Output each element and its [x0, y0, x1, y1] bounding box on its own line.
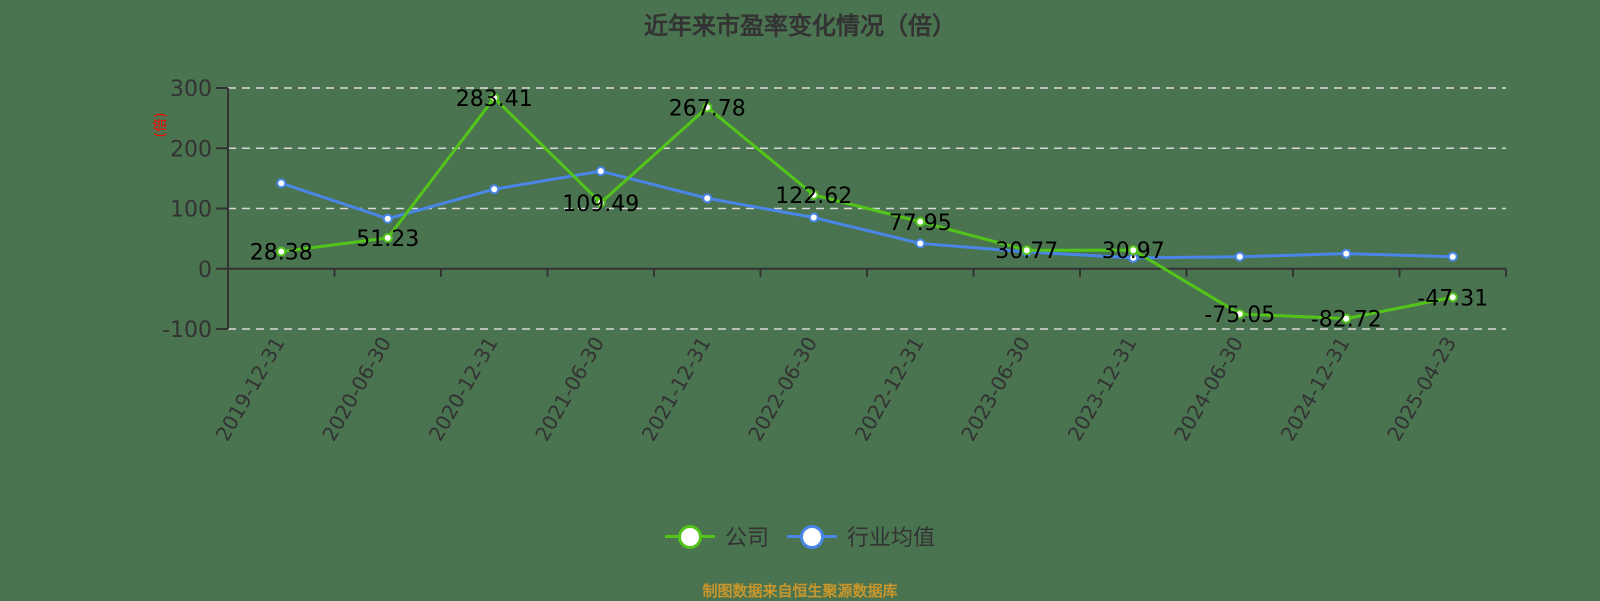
data-label: 109.49 [562, 192, 639, 217]
data-point [1128, 245, 1139, 256]
x-tick-label: 2023-12-31 [1063, 333, 1142, 446]
x-tick-label: 2021-12-31 [637, 333, 716, 446]
data-point [276, 246, 287, 257]
data-label: 28.38 [250, 241, 313, 266]
legend-label: 公司 [724, 526, 769, 551]
data-source-note: 制图数据来自恒生聚源数据库 [702, 582, 898, 600]
x-tick-label: 2022-12-31 [850, 333, 929, 446]
x-tick-label: 2021-06-30 [530, 333, 609, 446]
data-label: -82.72 [1311, 308, 1382, 333]
data-point [595, 197, 606, 208]
data-label: 30.77 [995, 239, 1058, 264]
x-tick-label: 2023-06-30 [956, 333, 1035, 446]
data-point [1021, 245, 1032, 256]
data-point [1234, 251, 1245, 262]
y-tick-label: 0 [198, 258, 212, 283]
data-point [1341, 313, 1352, 324]
data-label: -47.31 [1417, 286, 1488, 311]
data-point [915, 238, 926, 249]
x-tick-label: 2024-06-30 [1169, 333, 1248, 446]
data-point [702, 102, 713, 113]
data-label: 30.97 [1102, 239, 1165, 264]
data-point [595, 166, 606, 177]
data-label: 51.23 [356, 227, 419, 252]
series-lines [276, 92, 1458, 324]
data-label: 122.62 [775, 184, 852, 209]
legend-item-industry[interactable]: 行业均值 [787, 520, 935, 552]
y-tick-label: 100 [170, 198, 212, 223]
data-point [489, 92, 500, 103]
data-label: 267.78 [669, 96, 746, 121]
x-tick-label: 2025-04-23 [1382, 333, 1461, 446]
data-point [382, 232, 393, 243]
data-point [276, 178, 287, 189]
data-point [1234, 308, 1245, 319]
legend-label: 行业均值 [847, 526, 936, 551]
data-point [489, 184, 500, 195]
legend-marker-icon [664, 524, 715, 549]
data-point [808, 189, 819, 200]
y-tick-label: 300 [170, 77, 212, 102]
grid-lines [228, 87, 1506, 330]
x-tick-label: 2020-06-30 [317, 333, 396, 446]
x-tick-label: 2019-12-31 [211, 333, 290, 446]
legend-item-company[interactable]: 公司 [664, 520, 769, 552]
series-line [281, 95, 1454, 321]
data-point [1447, 292, 1458, 303]
data-point [382, 213, 393, 224]
data-labels: 28.38 51.23 283.41 109.49 267.78 122.62 77.95 3… [250, 87, 1488, 333]
x-tick-label: 2020-12-31 [424, 333, 503, 446]
legend: 公司 行业均值 [0, 520, 1600, 552]
data-point [702, 193, 713, 204]
data-point [1341, 248, 1352, 259]
y-tick-label: -100 [162, 318, 212, 343]
y-axis-unit-label: (倍) [153, 113, 169, 138]
legend-marker-icon [787, 524, 837, 549]
data-point [915, 216, 926, 227]
data-point [808, 212, 819, 223]
series-line [280, 169, 1453, 260]
data-label: -75.05 [1204, 303, 1275, 328]
data-point [1447, 251, 1458, 262]
data-label: 77.95 [889, 211, 952, 236]
y-tick-label: 200 [170, 137, 212, 162]
chart-title: 近年来市盈率变化情况（倍） [644, 12, 956, 40]
x-tick-label: 2024-12-31 [1276, 333, 1355, 446]
x-tick-label: 2022-06-30 [743, 333, 822, 446]
data-label: 283.41 [456, 87, 533, 112]
